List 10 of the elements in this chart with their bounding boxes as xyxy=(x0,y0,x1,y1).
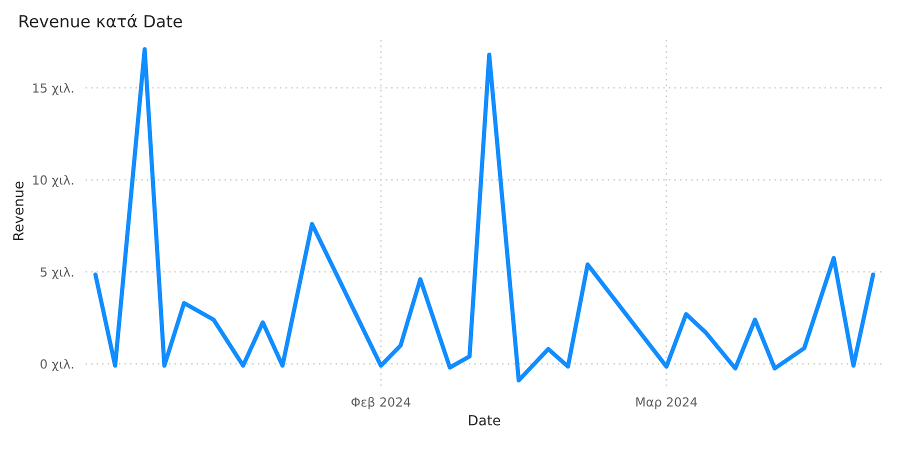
line-series xyxy=(93,47,876,382)
y-tick-label: 15 χιλ. xyxy=(33,83,74,96)
y-tick-label: 5 χιλ. xyxy=(40,267,74,280)
x-tick-label: Φεβ 2024 xyxy=(351,397,410,410)
y-tick-label: 10 χιλ. xyxy=(33,175,74,188)
x-tick-label: Μαρ 2024 xyxy=(636,397,698,410)
chart-title: Revenue κατά Date xyxy=(20,14,182,28)
y-tick-label: 0 χιλ. xyxy=(40,359,74,372)
x-axis-title: Date xyxy=(469,415,500,426)
y-axis-title: Revenue xyxy=(13,182,24,240)
